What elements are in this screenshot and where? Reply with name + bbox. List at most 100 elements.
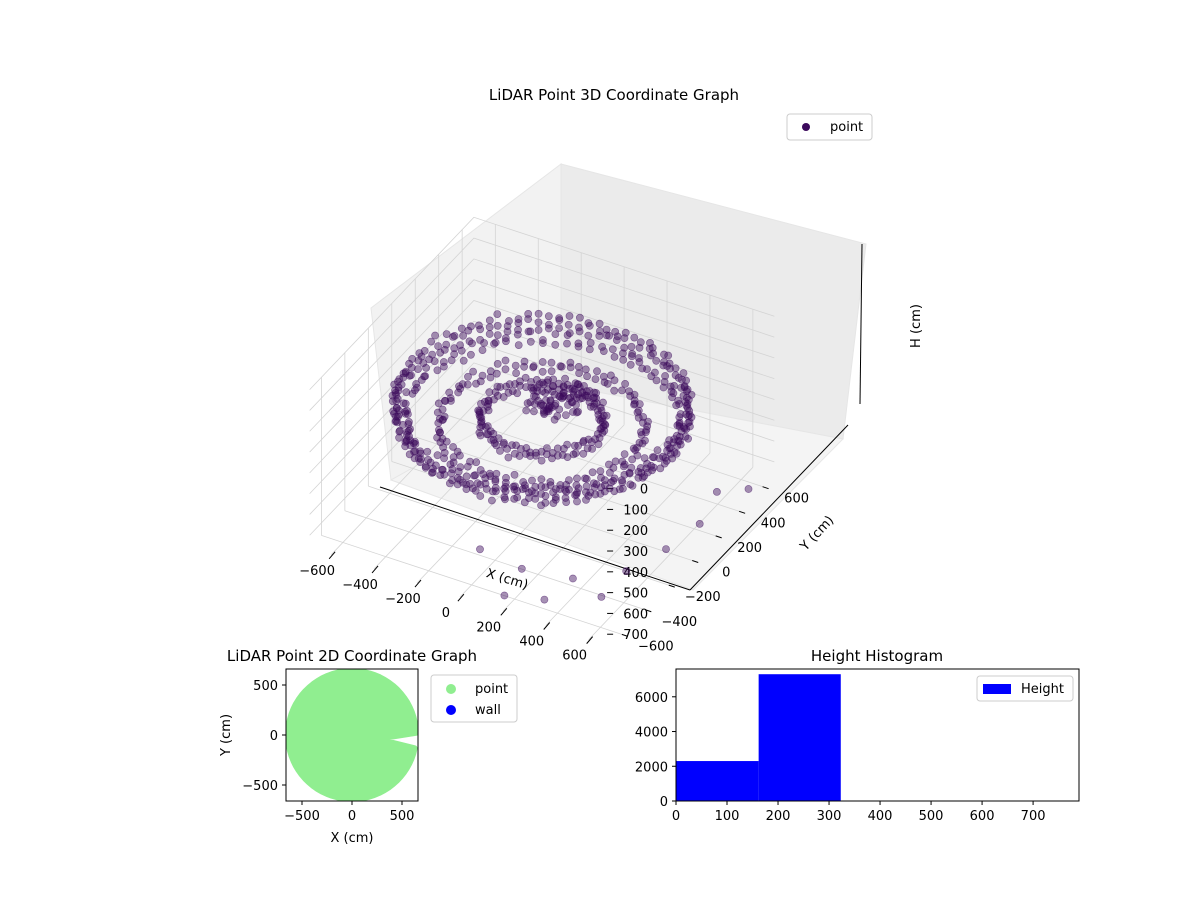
- data-point-3d: [641, 428, 650, 437]
- data-point-3d: [599, 422, 608, 431]
- data-point-3d: [563, 331, 572, 339]
- data-point-3d: [477, 399, 485, 408]
- data-point-3d: [575, 327, 584, 336]
- data-point-3d: [603, 379, 612, 388]
- data-point-3d: [471, 486, 480, 495]
- data-point-3d: [635, 438, 644, 447]
- data-point-3d: [608, 345, 617, 354]
- data-point-3d: [434, 426, 443, 434]
- x-tick-label-2d: −500: [284, 809, 320, 824]
- data-point-3d: [595, 331, 604, 340]
- data-point-3d: [568, 384, 577, 393]
- data-point-3d: [684, 418, 693, 427]
- data-point-3d: [517, 564, 526, 573]
- data-point-3d: [520, 357, 529, 366]
- data-point-3d: [630, 400, 638, 409]
- data-point-3d: [458, 380, 467, 388]
- data-point-3d: [648, 466, 656, 475]
- x-tick-label-2d: 0: [348, 809, 356, 824]
- data-point-3d: [511, 449, 519, 458]
- data-point-3d: [398, 420, 407, 429]
- data-point-3d: [462, 480, 471, 489]
- data-point-3d: [560, 444, 568, 453]
- y-tick-label: 0: [722, 566, 730, 581]
- histogram-frame: [675, 668, 1080, 802]
- data-point-3d: [659, 383, 668, 392]
- z-tick-label: 600: [623, 607, 648, 622]
- z-tick-label: 0: [640, 483, 648, 498]
- z-tick-label: 500: [623, 587, 648, 602]
- data-point-3d: [533, 387, 542, 396]
- y-tick-label: −600: [638, 639, 674, 654]
- data-point-3d: [431, 331, 439, 340]
- data-point-3d: [450, 331, 459, 340]
- data-point-3d: [683, 385, 692, 394]
- data-point-3d: [476, 545, 484, 554]
- data-point-3d: [463, 462, 472, 471]
- data-point-3d: [521, 373, 530, 382]
- data-point-3d: [399, 399, 408, 408]
- data-point-3d: [538, 358, 547, 366]
- chart-3d-scatter: LiDAR Point 3D Coordinate Graph −600 −400…: [299, 86, 924, 664]
- data-point-3d: [636, 464, 645, 472]
- data-point-3d: [606, 468, 614, 477]
- data-point-3d: [454, 388, 463, 397]
- data-point-3d: [478, 346, 487, 354]
- data-point-3d: [466, 457, 474, 466]
- data-point-3d: [491, 477, 500, 486]
- data-point-3d: [537, 475, 546, 484]
- data-point-3d: [442, 437, 451, 446]
- data-point-3d: [537, 447, 546, 456]
- x-axis-label-2d: X (cm): [331, 831, 374, 846]
- data-point-3d: [540, 595, 549, 604]
- data-point-3d: [453, 447, 462, 456]
- data-point-3d: [563, 453, 572, 461]
- data-point-3d: [414, 356, 423, 365]
- data-point-3d: [620, 450, 629, 458]
- data-point-3d: [673, 421, 682, 430]
- data-point-3d: [493, 331, 502, 339]
- data-point-3d: [551, 340, 560, 349]
- data-point-3d: [522, 406, 531, 415]
- data-point-3d: [638, 439, 647, 448]
- data-point-3d: [435, 414, 444, 423]
- x-tick-label: 600: [562, 649, 587, 664]
- data-point-3d: [471, 471, 480, 480]
- data-point-3d: [643, 365, 651, 373]
- legend-2d-label-wall: wall: [475, 703, 501, 718]
- data-point-3d: [534, 326, 543, 334]
- data-point-3d: [585, 345, 594, 354]
- data-point-3d: [391, 388, 400, 397]
- data-point-3d: [459, 356, 468, 365]
- data-point-3d: [570, 441, 579, 450]
- data-point-3d: [388, 391, 397, 400]
- x-tick-label: −400: [342, 578, 378, 593]
- data-point-3d: [611, 327, 620, 336]
- data-point-3d: [628, 455, 637, 464]
- data-point-3d: [591, 490, 600, 499]
- data-point-3d: [510, 485, 519, 494]
- data-point-3d: [414, 365, 422, 373]
- data-point-3d: [501, 334, 510, 342]
- data-point-3d: [619, 462, 628, 471]
- data-point-3d: [428, 350, 437, 359]
- data-point-3d: [504, 453, 513, 462]
- data-point-3d: [438, 434, 447, 443]
- ticks-3d: −600−400−2000200400600−600−400−200020040…: [299, 483, 809, 664]
- data-point-3d: [559, 392, 567, 401]
- y-tick: [715, 535, 722, 539]
- data-point-3d: [548, 449, 557, 457]
- data-point-3d: [547, 367, 556, 376]
- data-point-3d: [655, 454, 664, 463]
- data-point-3d: [586, 338, 595, 347]
- data-point-3d: [585, 321, 594, 330]
- legend-3d-frame: [786, 113, 873, 141]
- grid-wall-h: [309, 237, 775, 411]
- data-point-3d: [744, 485, 753, 493]
- data-point-3d: [468, 339, 476, 348]
- data-point-3d: [609, 476, 618, 485]
- data-point-3d: [619, 355, 628, 364]
- data-point-3d: [520, 498, 529, 507]
- y-tick-label-2d: −500: [242, 779, 278, 794]
- data-point-3d: [439, 362, 448, 371]
